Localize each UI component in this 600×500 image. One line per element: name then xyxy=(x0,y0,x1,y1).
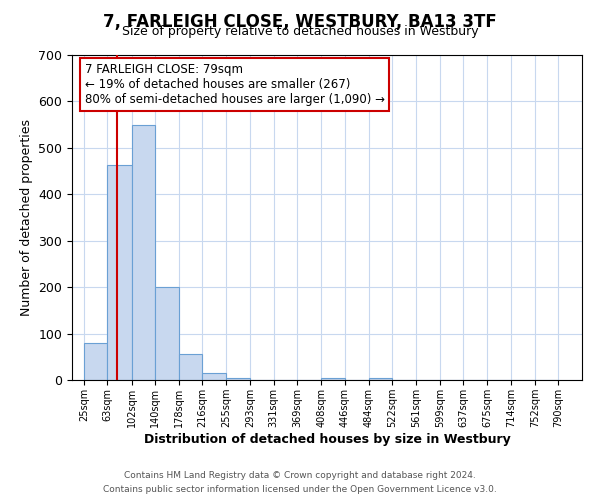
Text: Size of property relative to detached houses in Westbury: Size of property relative to detached ho… xyxy=(122,25,478,38)
Bar xyxy=(368,378,392,380)
Bar xyxy=(202,373,226,380)
Bar xyxy=(107,165,131,380)
Bar xyxy=(131,124,155,380)
Bar xyxy=(84,343,107,380)
Y-axis label: Number of detached properties: Number of detached properties xyxy=(20,119,33,316)
Text: Contains HM Land Registry data © Crown copyright and database right 2024.
Contai: Contains HM Land Registry data © Crown c… xyxy=(103,472,497,494)
Text: 7, FARLEIGH CLOSE, WESTBURY, BA13 3TF: 7, FARLEIGH CLOSE, WESTBURY, BA13 3TF xyxy=(103,12,497,30)
Text: 7 FARLEIGH CLOSE: 79sqm
← 19% of detached houses are smaller (267)
80% of semi-d: 7 FARLEIGH CLOSE: 79sqm ← 19% of detache… xyxy=(85,63,385,106)
Bar xyxy=(155,287,179,380)
Bar xyxy=(226,378,250,380)
Bar xyxy=(179,354,202,380)
X-axis label: Distribution of detached houses by size in Westbury: Distribution of detached houses by size … xyxy=(143,432,511,446)
Bar xyxy=(322,378,345,380)
